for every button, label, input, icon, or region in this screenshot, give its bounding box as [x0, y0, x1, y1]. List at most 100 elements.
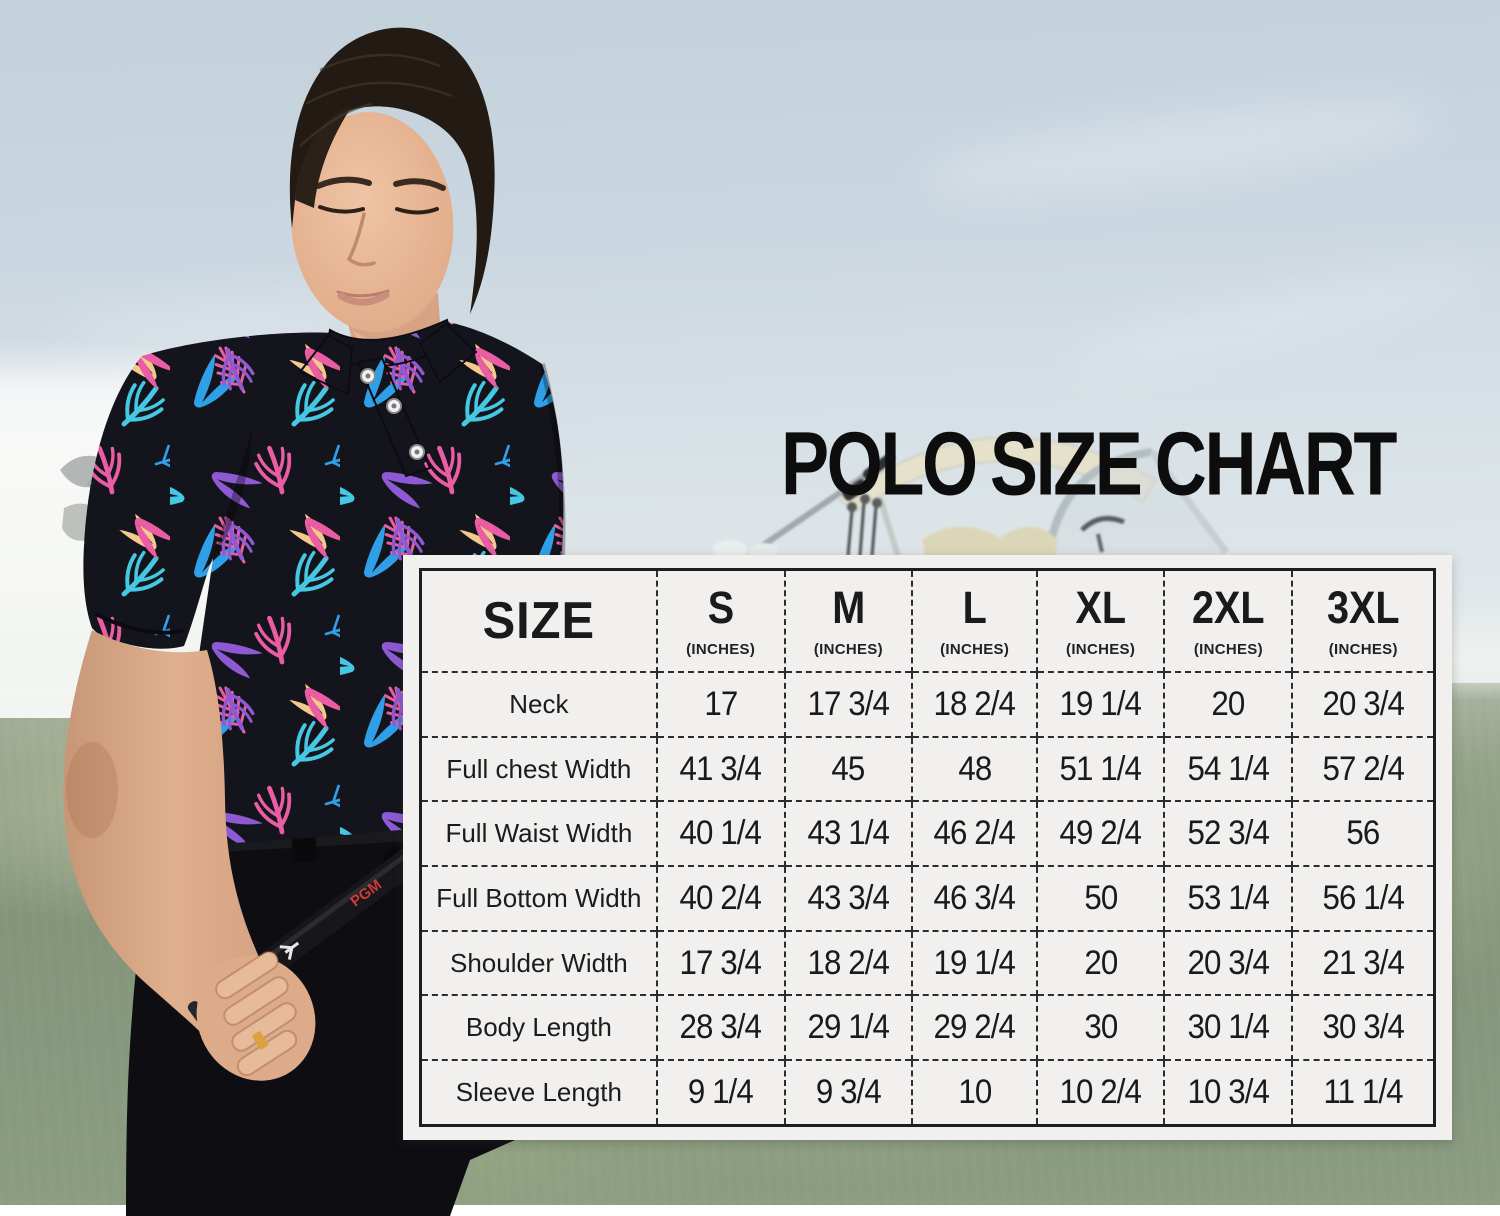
- model-arm: [63, 630, 282, 1050]
- measurement-value: 29 2/4: [911, 994, 1037, 1061]
- table-row: Shoulder Width 17 3/4 18 2/4 19 1/4 20 20 3/4…: [420, 929, 1435, 996]
- measurement-value: 20 3/4: [1163, 929, 1293, 996]
- measurement-value: 18 2/4: [911, 671, 1037, 737]
- measurement-value: 30: [1035, 994, 1165, 1061]
- measurement-value: 20 3/4: [1291, 671, 1435, 737]
- page-title: POLO SIZE CHART: [781, 412, 1397, 514]
- measurement-value: 20: [1163, 671, 1293, 737]
- model-hair: [289, 27, 495, 314]
- measurement-value: 50: [1035, 865, 1165, 931]
- measurement-value: 17 3/4: [655, 929, 785, 996]
- measurement-value: 43 1/4: [783, 800, 913, 867]
- size-column-header: 3XL (INCHES): [1291, 569, 1435, 672]
- size-table-corner: SIZE: [421, 570, 657, 673]
- corner-label: SIZE: [482, 592, 596, 650]
- measurement-value: 28 3/4: [655, 994, 785, 1061]
- measurement-value: 10 3/4: [1163, 1059, 1293, 1126]
- size-table: SIZE S (INCHES) M (INCHES) L (INCHES) XL (INCHE…: [419, 568, 1436, 1127]
- measurement-label: Sleeve Length: [420, 1059, 657, 1126]
- measurement-value: 30 1/4: [1163, 994, 1293, 1061]
- unit-label: (INCHES): [940, 640, 1010, 658]
- unit-label: (INCHES): [813, 640, 883, 658]
- measurement-value: 40 1/4: [655, 800, 785, 867]
- unit-label: (INCHES): [1193, 640, 1263, 658]
- golf-clubs-in-bag: [846, 494, 882, 557]
- size-column-header: S (INCHES): [655, 569, 785, 672]
- size-label: XL: [1075, 581, 1126, 633]
- sleeve-hem-seam: [95, 612, 185, 635]
- measurement-value: 43 3/4: [783, 865, 913, 931]
- measurement-value: 51 1/4: [1035, 735, 1165, 802]
- size-chart-panel: SIZE S (INCHES) M (INCHES) L (INCHES) XL (INCHE…: [403, 555, 1452, 1140]
- measurement-label: Body Length: [420, 994, 657, 1061]
- measurement-label: Full Waist Width: [420, 800, 657, 867]
- model-hand: [196, 950, 316, 1081]
- table-row: Full Waist Width 40 1/4 43 1/4 46 2/4 49 2/4…: [420, 800, 1435, 867]
- leaning-club-grip: [863, 453, 895, 479]
- model-hair-fringe: [295, 106, 352, 208]
- table-row: Body Length 28 3/4 29 1/4 29 2/4 30 30 1/4 30 …: [420, 994, 1435, 1061]
- measurement-value: 40 2/4: [655, 865, 785, 931]
- polo-collar-point-left: [298, 334, 354, 396]
- model-face: [290, 112, 454, 332]
- cart-seat: [922, 526, 1058, 560]
- unit-label: (INCHES): [1328, 640, 1398, 658]
- measurement-value: 17: [655, 671, 785, 737]
- size-label: 3XL: [1326, 581, 1400, 633]
- measurement-value: 17 3/4: [783, 671, 913, 737]
- measurement-value: 30 3/4: [1291, 994, 1435, 1061]
- measurement-value: 45: [783, 735, 913, 802]
- underarm-shadow: [213, 430, 252, 558]
- measurement-value: 10: [911, 1059, 1037, 1126]
- cart-frame-edge: [1149, 449, 1229, 555]
- measurement-value: 46 3/4: [911, 865, 1037, 931]
- measurement-value: 11 1/4: [1291, 1059, 1435, 1126]
- measurement-value: 19 1/4: [1035, 671, 1165, 737]
- size-label: M: [831, 581, 865, 633]
- golf-cart-illustration: [713, 436, 1229, 561]
- measurement-value: 52 3/4: [1163, 800, 1293, 867]
- measurement-value: 9 1/4: [655, 1059, 785, 1126]
- club-band: [842, 479, 868, 501]
- cart-steering-column: [1096, 533, 1104, 553]
- measurement-value: 54 1/4: [1163, 735, 1293, 802]
- measurement-value: 18 2/4: [783, 929, 913, 996]
- gold-ring: [252, 1031, 269, 1050]
- hair-sheen: [299, 53, 453, 147]
- measurement-value: 49 2/4: [1035, 800, 1165, 867]
- cart-rear-post: [877, 497, 901, 557]
- unit-label: (INCHES): [1066, 640, 1136, 658]
- polo-collar-point-right: [418, 322, 478, 384]
- size-column-header: 2XL (INCHES): [1163, 569, 1293, 672]
- measurement-value: 9 3/4: [783, 1059, 913, 1126]
- measurement-value: 10 2/4: [1035, 1059, 1165, 1126]
- measurement-value: 53 1/4: [1163, 865, 1293, 931]
- cart-steering-wheel: [1080, 515, 1125, 532]
- table-row: Sleeve Length 9 1/4 9 3/4 10 10 2/4 10 3/4 11 …: [420, 1059, 1435, 1126]
- size-column-header: L (INCHES): [911, 569, 1037, 672]
- bottom-white-strip: [0, 1205, 1500, 1216]
- measurement-value: 19 1/4: [911, 929, 1037, 996]
- shoulder-seam: [539, 363, 566, 557]
- size-label: S: [707, 581, 734, 633]
- measurement-value: 56: [1291, 800, 1435, 867]
- measurement-label: Full chest Width: [420, 735, 657, 802]
- size-column-header: M (INCHES): [783, 569, 913, 672]
- table-row: Neck 17 17 3/4 18 2/4 19 1/4 20 20 3/4: [420, 671, 1435, 737]
- grip-logo-mark: [279, 941, 300, 960]
- measurement-label: Shoulder Width: [420, 929, 657, 996]
- size-label: 2XL: [1192, 581, 1265, 633]
- elbow-shading: [66, 742, 118, 838]
- model-facial-features: [315, 176, 446, 306]
- table-row: Full Bottom Width 40 2/4 43 3/4 46 3/4 50 53 …: [420, 865, 1435, 931]
- measurement-value: 21 3/4: [1291, 929, 1435, 996]
- size-label: L: [962, 581, 987, 633]
- unit-label: (INCHES): [686, 640, 756, 658]
- cart-windshield-glass: [1050, 454, 1227, 560]
- size-column-header: XL (INCHES): [1035, 569, 1165, 672]
- measurement-value: 57 2/4: [1291, 735, 1435, 802]
- polo-buttons: [360, 368, 425, 460]
- measurement-value: 56 1/4: [1291, 865, 1435, 931]
- measurement-value: 46 2/4: [911, 800, 1037, 867]
